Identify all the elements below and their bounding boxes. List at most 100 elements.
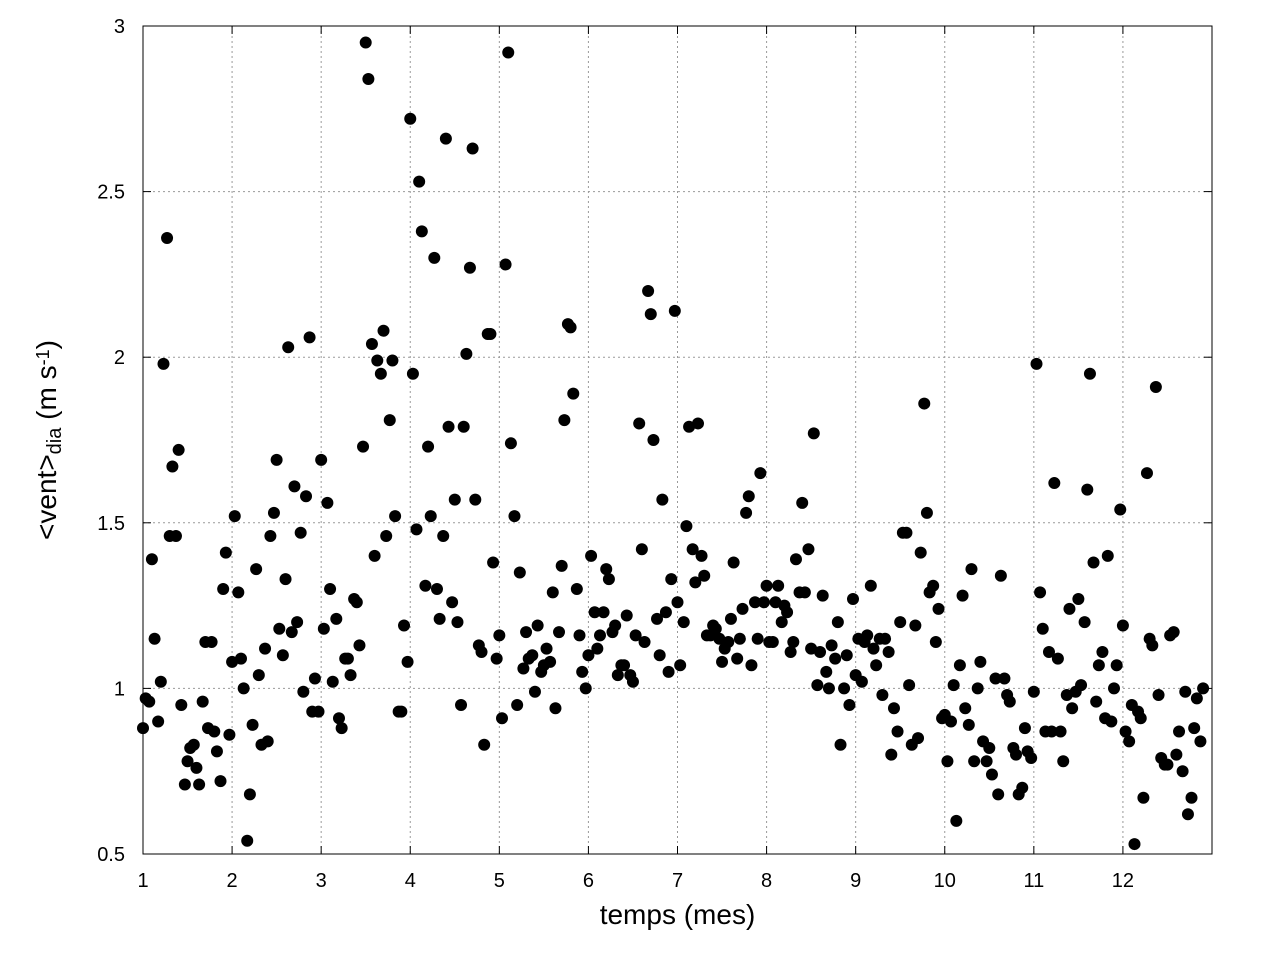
data-point xyxy=(989,672,1002,685)
data-point xyxy=(540,642,553,655)
data-point xyxy=(1016,781,1029,794)
data-point xyxy=(647,434,660,446)
data-point xyxy=(267,506,280,519)
data-point xyxy=(315,453,328,466)
data-point xyxy=(317,622,330,635)
data-point xyxy=(579,682,592,695)
data-point xyxy=(642,284,655,297)
data-point xyxy=(733,632,746,645)
data-point xyxy=(570,583,583,596)
data-point xyxy=(496,712,509,725)
y-axis-label-unit-close: ) xyxy=(31,340,62,349)
data-point xyxy=(1054,725,1067,738)
data-point xyxy=(1081,483,1094,496)
x-tick-label: 9 xyxy=(850,870,861,892)
data-point xyxy=(709,622,722,635)
data-point xyxy=(350,596,363,609)
data-point xyxy=(433,612,446,625)
data-point xyxy=(380,530,393,543)
data-point xyxy=(308,672,321,685)
data-point xyxy=(742,490,755,503)
y-tick-label: 2 xyxy=(114,347,125,369)
data-point xyxy=(368,549,381,562)
data-point xyxy=(1048,477,1061,490)
data-point xyxy=(659,606,672,619)
data-point xyxy=(1075,679,1088,692)
data-point xyxy=(585,549,598,562)
data-point xyxy=(1188,722,1201,735)
data-point xyxy=(490,652,503,665)
data-point xyxy=(312,705,325,718)
data-point xyxy=(243,788,256,801)
data-point xyxy=(573,629,586,642)
data-point xyxy=(1045,725,1058,738)
data-point xyxy=(680,520,693,533)
data-point xyxy=(193,778,206,791)
data-point xyxy=(398,619,411,632)
data-point xyxy=(270,453,283,466)
data-point xyxy=(344,669,357,682)
data-point xyxy=(689,576,702,589)
data-point xyxy=(992,788,1005,801)
data-point xyxy=(879,632,892,645)
data-point xyxy=(558,414,571,427)
data-point xyxy=(1152,689,1165,702)
data-point xyxy=(597,606,610,619)
y-tick-label: 1.5 xyxy=(97,513,125,535)
data-point xyxy=(365,337,378,350)
data-point xyxy=(330,612,343,625)
data-point xyxy=(944,715,957,728)
data-point xyxy=(1083,367,1096,380)
data-point xyxy=(1181,808,1194,821)
data-point xyxy=(1110,659,1123,672)
data-point xyxy=(1030,357,1043,370)
data-point xyxy=(811,679,824,692)
data-point xyxy=(264,530,277,543)
data-point xyxy=(807,427,820,440)
data-point xyxy=(321,496,334,509)
data-point xyxy=(1194,735,1207,748)
data-point xyxy=(677,616,690,629)
data-point xyxy=(876,689,889,702)
data-point xyxy=(772,579,785,592)
data-point xyxy=(831,616,844,629)
data-point xyxy=(870,659,883,672)
data-point xyxy=(252,669,265,682)
data-point xyxy=(914,546,927,559)
data-point xyxy=(855,675,868,688)
data-point xyxy=(487,556,500,569)
data-point xyxy=(994,569,1007,582)
data-point xyxy=(662,665,675,678)
data-point xyxy=(1161,758,1174,771)
data-point xyxy=(820,665,833,678)
data-point xyxy=(941,755,954,768)
data-point xyxy=(415,225,428,238)
data-point xyxy=(1003,695,1016,708)
data-point xyxy=(1063,602,1076,615)
data-point xyxy=(463,261,476,274)
data-point xyxy=(531,619,544,632)
x-tick-label: 2 xyxy=(227,870,238,892)
data-point xyxy=(1128,838,1141,851)
data-point xyxy=(455,698,468,711)
data-point xyxy=(1170,748,1183,761)
data-point xyxy=(237,682,250,695)
data-point xyxy=(1092,659,1105,672)
data-point xyxy=(386,354,399,367)
data-point xyxy=(410,523,423,536)
data-point xyxy=(796,496,809,509)
data-point xyxy=(980,755,993,768)
data-point xyxy=(722,636,735,649)
data-point xyxy=(611,669,624,682)
data-point xyxy=(1087,556,1100,569)
data-point xyxy=(511,698,524,711)
data-point xyxy=(686,543,699,556)
data-point xyxy=(499,258,512,271)
data-point xyxy=(261,735,274,748)
data-point xyxy=(843,698,856,711)
data-point xyxy=(1173,725,1186,738)
data-point xyxy=(757,596,770,609)
data-point xyxy=(983,742,996,755)
data-point xyxy=(953,659,966,672)
data-point xyxy=(656,493,669,506)
